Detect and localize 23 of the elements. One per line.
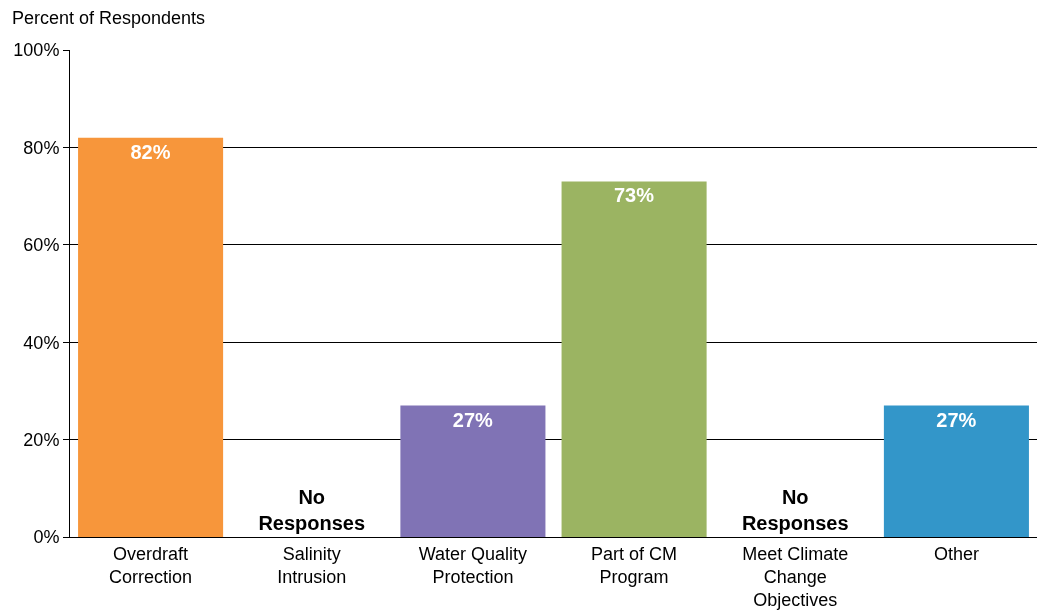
y-tick-label: 100% (13, 40, 60, 61)
y-axis-title: Percent of Respondents (12, 8, 206, 28)
bar (78, 137, 224, 537)
bar (883, 405, 1029, 537)
data-label: 27% (452, 408, 494, 431)
data-label: No Responses (258, 486, 366, 534)
y-tick-label: 60% (23, 235, 60, 256)
x-tick-label: Water Quality Protection (418, 543, 528, 587)
bar (561, 181, 707, 537)
x-tick-label: Salinity Intrusion (277, 543, 347, 587)
y-tick-label: 40% (23, 332, 60, 353)
data-label: No Responses (741, 486, 849, 534)
y-tick-label: 20% (23, 429, 60, 450)
x-tick-label: Overdraft Correction (109, 543, 193, 587)
data-label: 82% (130, 140, 171, 163)
x-tick-label: Part of CM Program (591, 543, 678, 587)
bar (400, 405, 546, 537)
data-label: 27% (936, 408, 977, 431)
y-tick-label: 80% (23, 137, 60, 158)
y-tick-label: 0% (33, 527, 60, 548)
x-tick-label: Meet Climate Change Objectives (742, 543, 849, 611)
data-label: 73% (613, 184, 655, 207)
x-tick-label: Other (933, 543, 979, 564)
